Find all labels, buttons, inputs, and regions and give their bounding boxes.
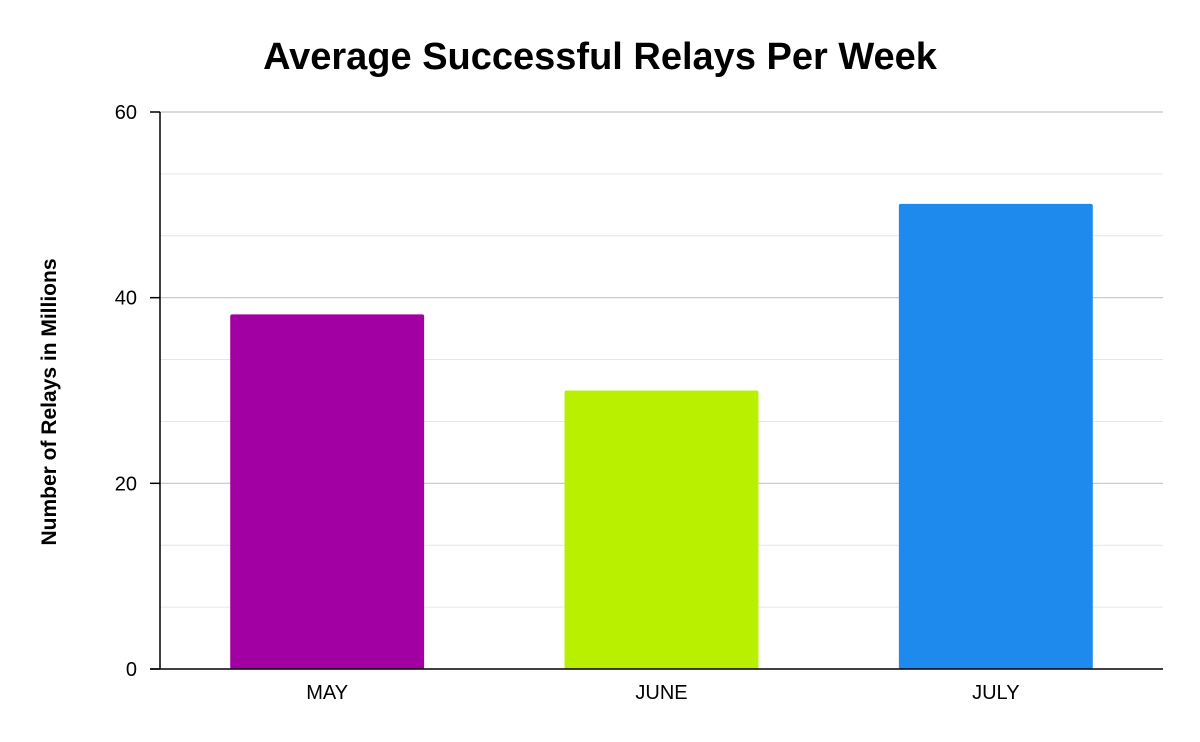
bar-may	[230, 314, 425, 669]
y-axis-ticks: 0 20 40 60	[115, 102, 160, 681]
bar-june	[564, 390, 759, 669]
y-tick-label: 0	[126, 659, 137, 681]
axes	[150, 112, 1163, 670]
bar-july	[898, 203, 1093, 669]
x-tick-label: JUNE	[635, 682, 687, 704]
x-tick-label: JULY	[972, 682, 1019, 704]
x-tick-label: MAY	[306, 682, 348, 704]
x-axis-ticks: MAY JUNE JULY	[306, 682, 1019, 704]
y-axis-label: Number of Relays in Millions	[38, 258, 61, 545]
y-tick-label: 20	[115, 473, 137, 495]
bars	[230, 203, 1093, 669]
chart-title: Average Successful Relays Per Week	[263, 36, 938, 78]
y-tick-label: 40	[115, 288, 137, 310]
y-tick-label: 60	[115, 102, 137, 124]
